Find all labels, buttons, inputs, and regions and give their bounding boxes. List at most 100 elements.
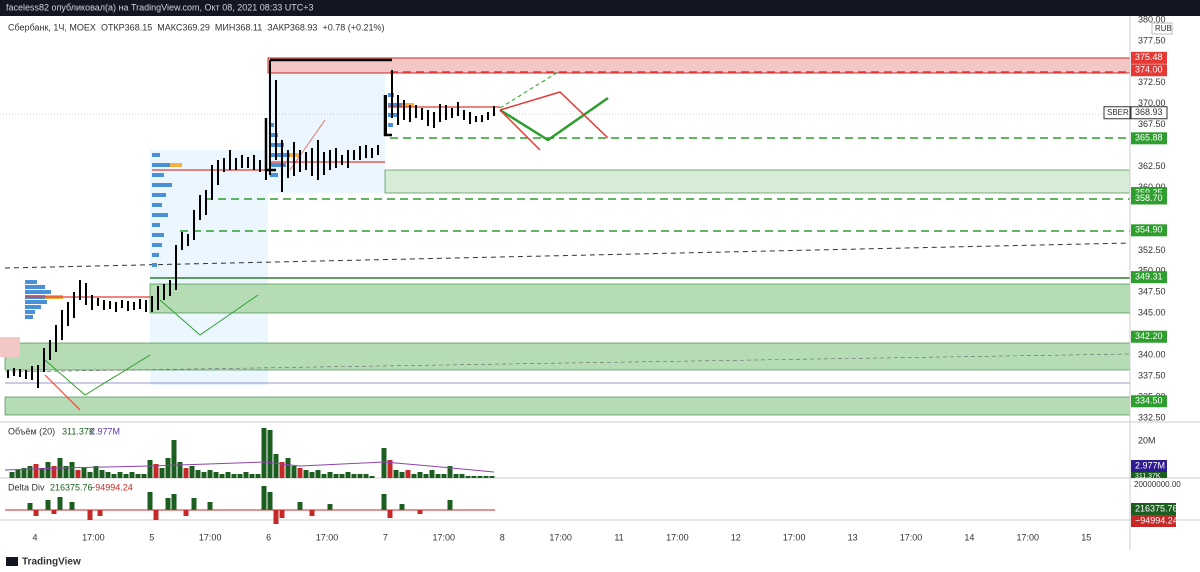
price-tag-label: 342.20: [1135, 331, 1163, 341]
projection-arrow: [499, 109, 541, 151]
footer: [0, 552, 1200, 572]
top-bar: [0, 0, 1200, 16]
time-tick: 5: [149, 532, 154, 542]
last-price-tag: [1130, 106, 1168, 120]
legend-change: +0.78 (+0.21%): [322, 22, 384, 32]
price-tick: 362.50: [1138, 161, 1166, 171]
time-tick: 11: [614, 532, 623, 542]
time-tick: 17:00: [433, 532, 456, 542]
price-tag: [1131, 64, 1167, 77]
time-tick: 4: [32, 532, 37, 542]
range-box: [268, 72, 385, 193]
price-tick: 380.00: [1138, 14, 1166, 24]
symbol-tag-label: SBER: [1107, 108, 1129, 117]
time-tick: 7: [383, 532, 388, 542]
price-tick: 350.00: [1138, 266, 1166, 276]
currency: RUB: [1155, 24, 1172, 33]
volume-bars-down: [33, 460, 411, 478]
supply-zone: [0, 337, 20, 357]
price-tag: [1131, 132, 1167, 145]
volume-tag: [1131, 472, 1167, 478]
projection-arrow: [44, 354, 151, 396]
delta-tag: [1131, 515, 1176, 527]
price-tag-label: 358.70: [1135, 193, 1163, 203]
projection-arrow: [499, 91, 609, 139]
time-tick: 17:00: [666, 532, 689, 542]
delta-value1: 216375.76: [50, 482, 93, 492]
price-tick: 337.50: [1138, 370, 1166, 380]
delta-tag-label: 216375.76: [1135, 503, 1178, 513]
projection-arrow: [499, 71, 559, 109]
price-tag-label: 359.35: [1135, 187, 1163, 197]
supply-zone: [267, 57, 1131, 74]
delta-title: Delta Div: [8, 482, 45, 492]
currency-box: [1151, 22, 1173, 35]
volume-ma: [4, 461, 495, 473]
volume-tag: [1131, 460, 1167, 472]
volume-value2: 2.977M: [90, 426, 120, 436]
time-tick: 6: [266, 532, 271, 542]
volume-value1: 311.37K: [62, 426, 95, 436]
time-tick: 17:00: [1017, 532, 1040, 542]
volume-tag-label: 2.977M: [1135, 460, 1165, 470]
last-price-label: 368.93: [1135, 107, 1163, 117]
price-tick: 345.00: [1138, 308, 1166, 318]
projection-arrow: [499, 96, 609, 142]
poc-line: [25, 106, 500, 298]
delta-tag: [1131, 503, 1176, 515]
price-tick: 367.50: [1138, 119, 1166, 129]
time-tick: 14: [964, 532, 974, 542]
logo: [6, 557, 18, 566]
price-tick: 360.00: [1138, 182, 1166, 192]
price-tag: [1131, 330, 1167, 343]
volume-title: Объём (20): [8, 426, 55, 436]
demand-zone: [149, 283, 1131, 314]
price-tick: 332.50: [1138, 412, 1166, 422]
demand-zone: [4, 342, 1131, 371]
price-tag-label: 354.90: [1135, 225, 1163, 235]
price-tag-label: 334.50: [1135, 396, 1163, 406]
trend-line: [4, 242, 1131, 269]
price-tag: [1131, 395, 1167, 408]
projection-arrow: [44, 374, 81, 411]
trend-line: [4, 353, 1131, 373]
delta-bars-down: [33, 510, 423, 524]
time-tick: 13: [848, 532, 858, 542]
publisher: faceless82 опубликовал(а) на TradingView…: [6, 2, 314, 12]
price-tag-label: 365.88: [1135, 133, 1163, 143]
price-tick: 347.50: [1138, 287, 1166, 297]
time-tick: 17:00: [900, 532, 923, 542]
time-tick: 8: [500, 532, 505, 542]
delta-value2: −94994.24: [90, 482, 133, 492]
time-tick: 17:00: [316, 532, 339, 542]
brand: TradingView: [22, 557, 81, 568]
time-tick: 17:00: [549, 532, 572, 542]
price-tag: [1131, 51, 1167, 64]
candles: [264, 58, 392, 172]
demand-zone: [4, 396, 1131, 416]
time-tick: 17:00: [199, 532, 222, 542]
symbol-tag: [1103, 106, 1131, 120]
volume-tag-label: 311.37K: [1135, 473, 1161, 480]
price-tag-label: 375.48: [1135, 52, 1163, 62]
price-tag-label: 349.31: [1135, 272, 1163, 282]
price-tag: [1131, 271, 1167, 284]
time-tick: 17:00: [783, 532, 806, 542]
legend-open: ОТКР368.15: [101, 22, 152, 32]
price-tick: 372.50: [1138, 77, 1166, 87]
legend-close: ЗАКР368.93: [267, 22, 317, 32]
demand-zone: [384, 169, 1131, 194]
time-tick: 12: [731, 532, 741, 542]
projection-arrow: [159, 294, 259, 336]
price-tag: [1131, 192, 1167, 205]
price-tag-label: 374.00: [1135, 65, 1163, 75]
legend-high: МАКС369.29: [157, 22, 210, 32]
price-tag: [1131, 224, 1167, 237]
price-tick: 377.50: [1138, 35, 1166, 45]
delta-tag-label: −94994.24: [1135, 515, 1178, 525]
delta-bars: [27, 486, 453, 510]
time-tick: 17:00: [82, 532, 105, 542]
legend-symbol: Сбербанк, 1Ч, MOEX: [8, 22, 96, 32]
